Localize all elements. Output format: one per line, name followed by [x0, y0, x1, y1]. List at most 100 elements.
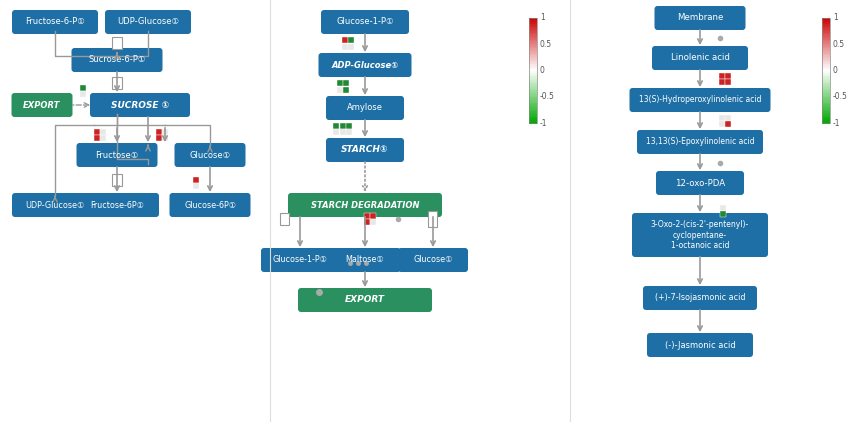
Bar	[822, 20, 830, 22]
Bar	[529, 63, 537, 66]
Bar	[162, 135, 168, 141]
Bar	[529, 18, 537, 123]
Text: 0: 0	[540, 66, 545, 75]
Text: Amylose: Amylose	[347, 103, 383, 113]
Bar	[529, 88, 537, 90]
Text: Linolenic acid: Linolenic acid	[670, 54, 729, 62]
Bar	[529, 41, 537, 43]
Bar	[529, 90, 537, 92]
Bar	[529, 25, 537, 27]
Text: (+)-7-Isojasmonic acid: (+)-7-Isojasmonic acid	[655, 293, 746, 303]
Bar	[529, 37, 537, 40]
FancyBboxPatch shape	[632, 213, 768, 257]
Bar	[822, 97, 830, 99]
Bar	[822, 55, 830, 57]
Bar	[529, 39, 537, 41]
Bar	[822, 69, 830, 71]
FancyBboxPatch shape	[261, 248, 339, 272]
FancyBboxPatch shape	[630, 88, 770, 112]
Bar	[719, 115, 725, 121]
FancyBboxPatch shape	[90, 93, 190, 117]
Bar	[822, 70, 830, 73]
Bar	[529, 93, 537, 95]
Bar	[725, 121, 731, 127]
Bar	[337, 87, 343, 93]
Bar	[822, 57, 830, 59]
Bar	[529, 95, 537, 97]
Text: Glucose-6P①: Glucose-6P①	[184, 200, 236, 209]
Bar	[529, 69, 537, 71]
Bar	[529, 35, 537, 38]
Bar	[370, 219, 376, 225]
FancyBboxPatch shape	[321, 10, 409, 34]
FancyBboxPatch shape	[652, 46, 748, 70]
Bar	[529, 67, 537, 69]
Bar	[529, 102, 537, 104]
Bar	[370, 213, 376, 219]
Bar	[719, 73, 725, 79]
Bar	[822, 113, 830, 115]
Text: ADP-Glucose①: ADP-Glucose①	[332, 60, 399, 70]
Bar	[529, 70, 537, 73]
Bar	[529, 111, 537, 113]
FancyBboxPatch shape	[319, 53, 411, 77]
Bar	[529, 30, 537, 32]
Bar	[529, 22, 537, 24]
Text: STARCH①: STARCH①	[341, 146, 389, 154]
Bar	[822, 37, 830, 40]
Bar	[822, 43, 830, 45]
Text: 13(S)-Hydroperoxylinolenic acid: 13(S)-Hydroperoxylinolenic acid	[638, 95, 761, 105]
Bar	[725, 79, 731, 85]
Bar	[162, 129, 168, 135]
Bar	[822, 109, 830, 111]
Bar	[822, 72, 830, 75]
Bar	[822, 92, 830, 94]
Bar	[112, 76, 122, 89]
Text: -0.5: -0.5	[833, 92, 848, 101]
Text: Fructose-6-P①: Fructose-6-P①	[25, 17, 85, 27]
FancyBboxPatch shape	[647, 333, 753, 357]
Bar	[822, 74, 830, 76]
Bar	[822, 81, 830, 83]
Bar	[822, 49, 830, 52]
Text: 1: 1	[833, 14, 838, 22]
Bar	[719, 121, 725, 127]
Bar	[529, 60, 537, 62]
Bar	[822, 53, 830, 55]
Bar	[529, 116, 537, 118]
Text: 0.5: 0.5	[540, 40, 552, 49]
Bar	[342, 37, 348, 43]
FancyBboxPatch shape	[170, 193, 250, 217]
FancyBboxPatch shape	[398, 248, 468, 272]
Bar	[193, 183, 199, 189]
Bar	[529, 44, 537, 46]
Bar	[80, 91, 86, 97]
Bar	[156, 129, 162, 135]
Bar	[822, 106, 830, 108]
Bar	[822, 93, 830, 95]
Bar	[529, 32, 537, 34]
Text: Glucose①: Glucose①	[189, 151, 231, 160]
Bar	[822, 48, 830, 50]
Bar	[346, 123, 352, 129]
Text: Glucose-1-P①: Glucose-1-P①	[336, 17, 393, 27]
Bar	[822, 83, 830, 85]
Bar	[822, 100, 830, 103]
Text: 12-oxo-PDA: 12-oxo-PDA	[675, 179, 725, 187]
Bar	[529, 107, 537, 109]
Bar	[529, 92, 537, 94]
Text: 13,13(S)-Epoxylinolenic acid: 13,13(S)-Epoxylinolenic acid	[645, 138, 754, 146]
FancyBboxPatch shape	[175, 143, 245, 167]
Bar	[529, 109, 537, 111]
Bar	[428, 211, 438, 227]
Bar	[529, 84, 537, 87]
Text: -1: -1	[833, 119, 841, 127]
Bar	[822, 29, 830, 31]
Text: Fructose-6P①: Fructose-6P①	[90, 200, 144, 209]
Bar	[822, 104, 830, 106]
Bar	[344, 87, 350, 93]
Bar	[822, 30, 830, 32]
Bar	[822, 118, 830, 120]
Bar	[280, 213, 290, 225]
Bar	[822, 90, 830, 92]
